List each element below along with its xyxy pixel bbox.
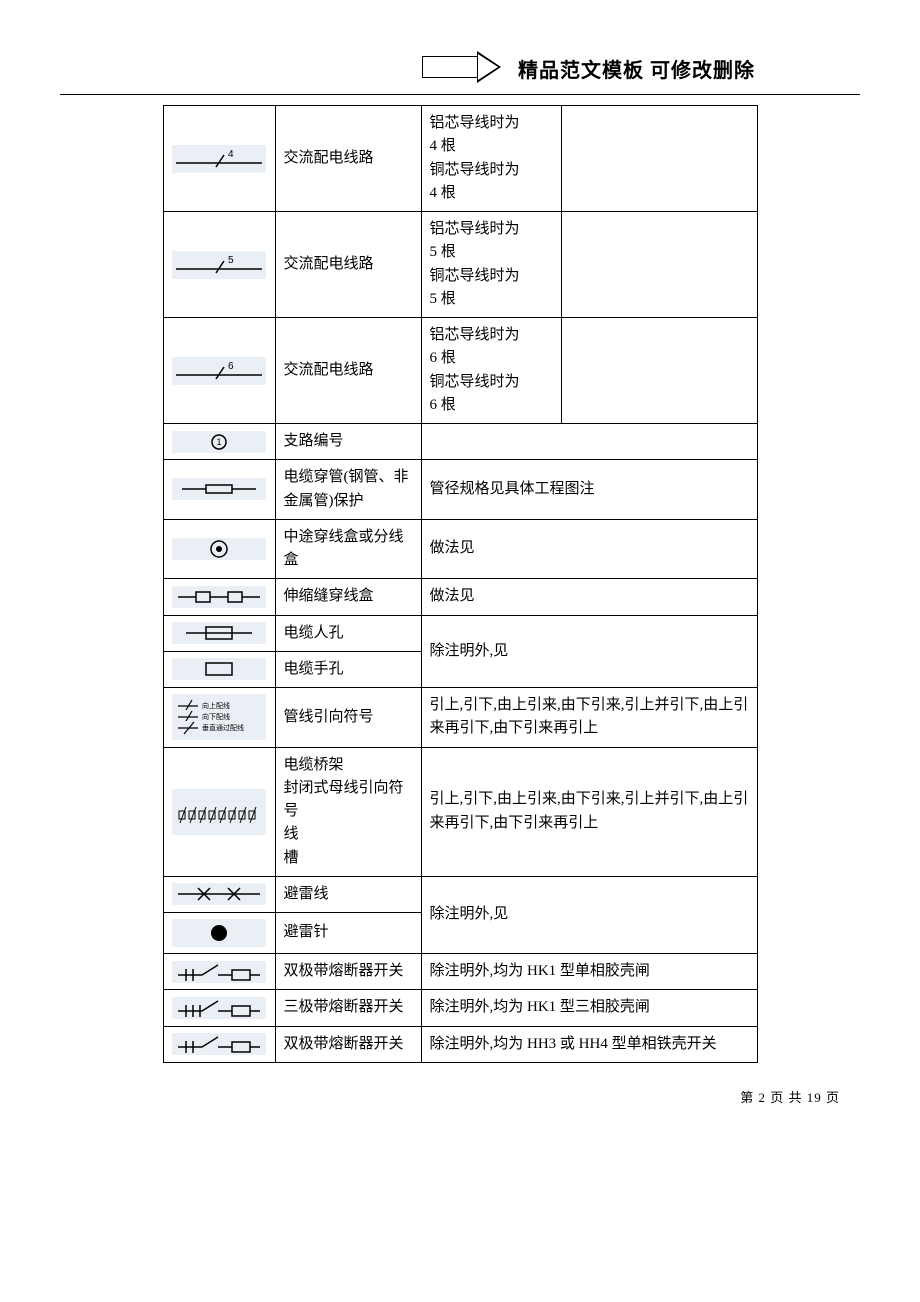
desc-cell <box>421 424 757 460</box>
symbol-table: 4 交流配电线路铝芯导线时为4 根铜芯导线时为4 根 5 交流配电线路铝芯导线时为5 … <box>163 105 758 1063</box>
desc-cell: 铝芯导线时为4 根铜芯导线时为4 根 <box>421 106 561 212</box>
symbol-cell-conduit <box>163 460 275 520</box>
name-cell: 双极带熔断器开关 <box>275 954 421 990</box>
desc-cell: 除注明外,均为 HK1 型单相胶壳闸 <box>421 954 757 990</box>
table-row: 中途穿线盒或分线盒做法见 <box>163 519 757 579</box>
table-row: 5 交流配电线路铝芯导线时为5 根铜芯导线时为5 根 <box>163 212 757 318</box>
symbol-cell-direction: 向上配线向下配线垂直通过配线 <box>163 688 275 748</box>
table-row: 双极带熔断器开关除注明外,均为 HK1 型单相胶壳闸 <box>163 954 757 990</box>
desc-cell: 管径规格见具体工程图注 <box>421 460 757 520</box>
name-cell: 三极带熔断器开关 <box>275 990 421 1026</box>
symbol-cell-line-5: 5 <box>163 212 275 318</box>
svg-text:6: 6 <box>228 361 234 372</box>
svg-text:4: 4 <box>228 149 234 160</box>
table-row: 4 交流配电线路铝芯导线时为4 根铜芯导线时为4 根 <box>163 106 757 212</box>
svg-text:垂直通过配线: 垂直通过配线 <box>202 723 244 732</box>
desc-cell: 铝芯导线时为5 根铜芯导线时为5 根 <box>421 212 561 318</box>
name-cell: 伸缩缝穿线盒 <box>275 579 421 615</box>
footer-prefix: 第 <box>740 1090 754 1105</box>
svg-text:5: 5 <box>228 255 234 266</box>
table-row: 电缆人孔除注明外,见 <box>163 615 757 651</box>
extra-cell <box>561 212 757 318</box>
arrow-icon <box>422 56 502 78</box>
name-cell: 交流配电线路 <box>275 106 421 212</box>
table-row: 避雷线除注明外,见 <box>163 876 757 912</box>
name-cell: 避雷线 <box>275 876 421 912</box>
desc-cell: 除注明外,见 <box>421 876 757 953</box>
name-cell: 交流配电线路 <box>275 212 421 318</box>
name-cell: 中途穿线盒或分线盒 <box>275 519 421 579</box>
name-cell: 避雷针 <box>275 913 421 954</box>
symbol-cell-line-4: 4 <box>163 106 275 212</box>
symbol-cell-expansion-box <box>163 579 275 615</box>
table-row: 向上配线向下配线垂直通过配线管线引向符号引上,引下,由上引来,由下引来,引上并引… <box>163 688 757 748</box>
symbol-cell-switch-3p <box>163 990 275 1026</box>
table-row: 双极带熔断器开关除注明外,均为 HH3 或 HH4 型单相铁壳开关 <box>163 1026 757 1062</box>
desc-cell: 除注明外,均为 HH3 或 HH4 型单相铁壳开关 <box>421 1026 757 1062</box>
symbol-cell-branch-no: 1 <box>163 424 275 460</box>
symbol-cell-lightning-rod <box>163 913 275 954</box>
desc-cell: 除注明外,均为 HK1 型三相胶壳闸 <box>421 990 757 1026</box>
symbol-cell-junction-box <box>163 519 275 579</box>
symbol-cell-handhole <box>163 651 275 687</box>
footer-mid: 页 共 <box>770 1090 802 1105</box>
symbol-cell-switch-2p-a <box>163 954 275 990</box>
table-row: 三极带熔断器开关除注明外,均为 HK1 型三相胶壳闸 <box>163 990 757 1026</box>
footer-page: 2 <box>758 1090 766 1105</box>
extra-cell <box>561 318 757 424</box>
table-row: 电缆桥架封闭式母线引向符号线槽引上,引下,由上引来,由下引来,引上并引下,由上引… <box>163 747 757 876</box>
desc-cell: 做法见 <box>421 579 757 615</box>
footer-suffix: 页 <box>826 1090 840 1105</box>
name-cell: 电缆人孔 <box>275 615 421 651</box>
symbol-cell-switch-2p-b <box>163 1026 275 1062</box>
desc-cell: 引上,引下,由上引来,由下引来,引上并引下,由上引来再引下,由下引来再引上 <box>421 747 757 876</box>
footer-total: 19 <box>807 1090 822 1105</box>
name-cell: 交流配电线路 <box>275 318 421 424</box>
table-row: 电缆穿管(钢管、非金属管)保护管径规格见具体工程图注 <box>163 460 757 520</box>
header-rule <box>60 94 860 95</box>
desc-cell: 除注明外,见 <box>421 615 757 688</box>
symbol-cell-tray <box>163 747 275 876</box>
name-cell: 电缆穿管(钢管、非金属管)保护 <box>275 460 421 520</box>
page-footer: 第 2 页 共 19 页 <box>0 1087 840 1106</box>
table-row: 1 支路编号 <box>163 424 757 460</box>
extra-cell <box>561 106 757 212</box>
header: 精品范文模板 可修改删除 <box>60 50 860 94</box>
name-cell: 管线引向符号 <box>275 688 421 748</box>
symbol-cell-line-6: 6 <box>163 318 275 424</box>
svg-text:向上配线: 向上配线 <box>202 701 230 710</box>
desc-cell: 铝芯导线时为6 根铜芯导线时为6 根 <box>421 318 561 424</box>
symbol-cell-lightning-wire <box>163 876 275 912</box>
table-row: 6 交流配电线路铝芯导线时为6 根铜芯导线时为6 根 <box>163 318 757 424</box>
svg-text:1: 1 <box>216 437 221 447</box>
header-label: 精品范文模板 可修改删除 <box>518 54 755 83</box>
name-cell: 电缆手孔 <box>275 651 421 687</box>
symbol-cell-manhole <box>163 615 275 651</box>
name-cell: 双极带熔断器开关 <box>275 1026 421 1062</box>
desc-cell: 引上,引下,由上引来,由下引来,引上并引下,由上引来再引下,由下引来再引上 <box>421 688 757 748</box>
name-cell: 电缆桥架封闭式母线引向符号线槽 <box>275 747 421 876</box>
svg-text:向下配线: 向下配线 <box>202 712 230 721</box>
name-cell: 支路编号 <box>275 424 421 460</box>
table-row: 伸缩缝穿线盒做法见 <box>163 579 757 615</box>
desc-cell: 做法见 <box>421 519 757 579</box>
page-root: 精品范文模板 可修改删除 4 交流配电线路铝芯导线时为4 根铜芯导线时为4 根 5 交… <box>0 0 920 1146</box>
